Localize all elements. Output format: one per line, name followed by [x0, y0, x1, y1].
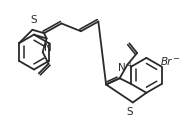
Text: N: N: [44, 43, 51, 53]
Text: S: S: [30, 15, 37, 25]
Text: S: S: [127, 107, 133, 117]
Text: N: N: [118, 63, 126, 73]
Text: −: −: [173, 54, 180, 63]
Text: +: +: [127, 61, 133, 70]
Text: Br: Br: [161, 57, 172, 67]
